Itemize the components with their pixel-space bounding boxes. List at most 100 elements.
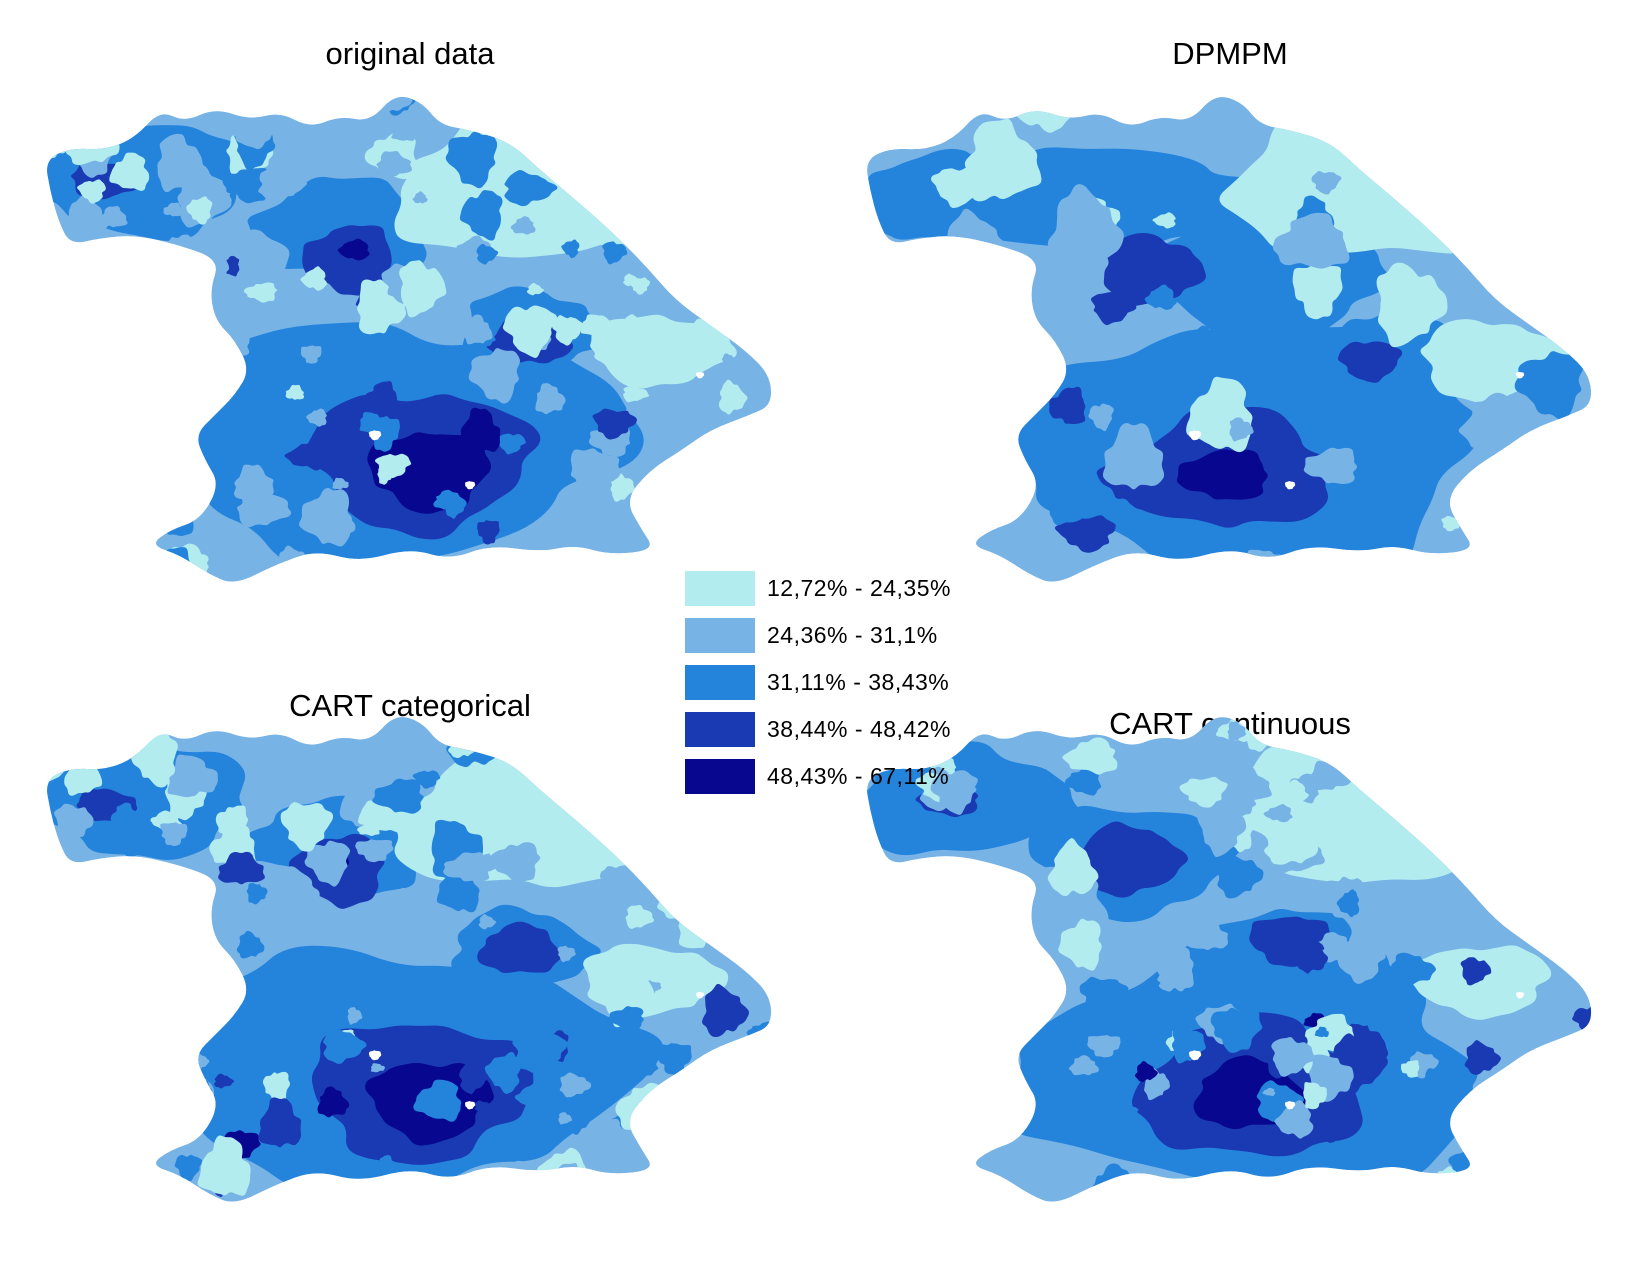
map-region (391, 125, 417, 141)
map-region (1488, 124, 1556, 173)
map-region (474, 1100, 492, 1113)
map-region (867, 420, 921, 488)
map-region (326, 375, 342, 390)
map-region (1523, 1100, 1540, 1117)
map-region (589, 315, 627, 361)
map-region (433, 489, 467, 510)
map-region (1514, 351, 1584, 420)
map-region (607, 1006, 644, 1031)
map-region (881, 1125, 935, 1177)
map-panel-dpmpm: DPMPM (830, 30, 1630, 630)
map-region (72, 491, 108, 521)
map-region (1227, 721, 1246, 742)
map-region (375, 1155, 398, 1177)
map-region (1134, 1061, 1158, 1082)
map-region (633, 1099, 670, 1131)
map-region (164, 488, 193, 516)
map-region (558, 1112, 573, 1125)
map-region (1350, 732, 1374, 757)
map-region (1058, 912, 1073, 925)
map-region (690, 124, 718, 146)
choropleth-map-cart-categorical (47, 717, 772, 1202)
legend: 12,72% - 24,35% 24,36% - 31,1% 31,11% - … (685, 565, 951, 800)
map-region (168, 268, 211, 296)
map-region (597, 1021, 633, 1062)
map-region (944, 1036, 975, 1066)
map-hole (1515, 991, 1525, 999)
map-region (617, 314, 648, 335)
map-regions (867, 97, 1592, 582)
map-region (62, 194, 110, 238)
map-region (178, 411, 201, 434)
map-region (921, 1004, 942, 1028)
map-region (561, 239, 580, 259)
map-regions (867, 717, 1592, 1202)
map-region (1002, 878, 1031, 909)
map-hole (1515, 371, 1525, 379)
map-region (51, 274, 70, 287)
map-panel-original: original data (10, 30, 810, 630)
map-region (577, 163, 635, 199)
map-region (557, 945, 576, 963)
map-region (300, 266, 328, 291)
map-region (1156, 946, 1194, 992)
map-region (1377, 717, 1433, 749)
map-region (609, 717, 627, 732)
map-region (446, 717, 503, 768)
map-region (1400, 1060, 1420, 1078)
map-region (504, 169, 558, 207)
map-region (47, 319, 73, 357)
map-region (490, 842, 541, 885)
map-region (1391, 952, 1436, 987)
map-region (458, 407, 501, 454)
map-region (725, 801, 750, 827)
map-region (741, 1040, 762, 1060)
map-region (668, 459, 688, 480)
map-region (1049, 386, 1086, 424)
map-region (1174, 1120, 1204, 1143)
map-region (151, 442, 191, 478)
map-region (1215, 854, 1264, 899)
map-region (229, 1040, 283, 1075)
map-region (502, 305, 557, 358)
map-region (280, 802, 334, 852)
map-region (460, 112, 483, 130)
map-region (1058, 918, 1102, 971)
map-title-cart-categorical: CART categorical (289, 688, 531, 723)
map-region (922, 905, 973, 949)
map-region (1448, 1151, 1490, 1186)
map-region (459, 1063, 489, 1095)
map-region (1376, 262, 1448, 348)
map-region (186, 196, 213, 225)
map-region (1088, 403, 1114, 432)
map-region (1047, 838, 1099, 897)
map-region (299, 487, 352, 547)
legend-swatch (685, 665, 755, 700)
map-region (496, 433, 526, 455)
map-region (279, 1023, 309, 1056)
map-region (1535, 1082, 1586, 1134)
map-region (47, 391, 74, 434)
map-region (652, 1104, 686, 1139)
map-region (300, 345, 322, 364)
map-region (600, 794, 644, 830)
map-region (375, 887, 427, 945)
map-region (559, 1072, 592, 1098)
map-hole (464, 481, 476, 490)
map-region (1455, 828, 1500, 862)
map-region (1420, 779, 1442, 798)
legend-item: 48,43% - 67,11% (685, 753, 951, 800)
map-region (526, 282, 544, 296)
map-region (1081, 169, 1106, 196)
map-region (939, 895, 962, 913)
map-region (317, 1086, 350, 1118)
map-region (908, 278, 959, 326)
map-region (964, 118, 1042, 202)
map-region (1164, 734, 1189, 756)
map-region (88, 471, 130, 512)
map-region (1481, 513, 1563, 564)
map-region (562, 1101, 595, 1135)
map-region (701, 230, 745, 282)
map-region (1500, 97, 1576, 174)
map-region (1068, 1055, 1099, 1076)
